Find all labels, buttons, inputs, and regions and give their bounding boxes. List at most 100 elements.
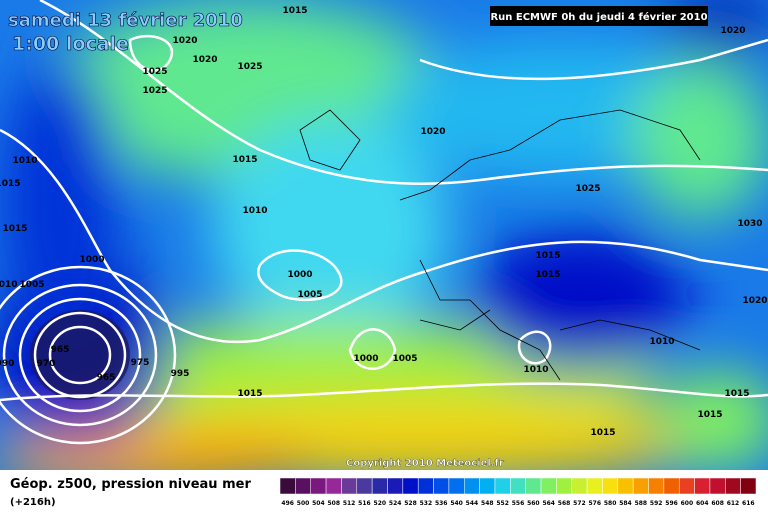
colorbar-swatch [571,477,588,495]
isobar-label: 1015 [535,270,560,280]
isobar-label: 1030 [737,219,762,229]
isobar-label: 1005 [297,290,322,300]
isobar-label: 990 [0,359,14,369]
isobar-label: 1015 [0,179,21,189]
colorbar-swatch [295,477,311,495]
isobar-label: 1015 [697,410,722,420]
geopotential-field [0,0,768,470]
colorbar-swatch [356,477,373,495]
isobar-label: 1015 [535,251,560,261]
isobar-label: 1020 [742,296,767,306]
colorbar-label: 556 [512,500,525,507]
colorbar-swatch [540,477,557,495]
isobar-label: 1015 [232,155,257,165]
isobar-label: 1015 [2,224,27,234]
colorbar-swatch [556,477,572,495]
colorbar-swatch [433,477,450,495]
colorbar-swatch [632,477,649,495]
colorbar-label: 604 [696,500,709,507]
colorbar: 496 500 504 508 512 516 520 524 528 532 536 540 544 5… [279,477,757,507]
run-box [490,6,708,26]
isobar-label: 1015 [237,389,262,399]
colorbar-swatch [371,477,388,495]
colorbar-label: 512 [343,500,356,507]
colorbar-swatch [740,477,757,495]
colorbar-swatch [310,477,327,495]
colorbar-label: 584 [619,500,632,507]
isobar-label: 1015 [282,6,307,16]
isobar-label: 1005 [392,354,417,364]
colorbar-label: 600 [681,500,694,507]
isobar-label: 1025 [575,184,600,194]
isobars [0,0,768,445]
isobar-label: 995 [171,369,190,379]
colorbar-label: 496 [281,500,294,507]
isobar-label: 1000 [353,354,378,364]
run-info: Run ECMWF 0h du jeudi 4 février 2010 [490,11,707,23]
colorbar-swatch [586,477,603,495]
colorbar-label: 540 [450,500,463,507]
isobar-label: 1010 [0,280,18,290]
isobar-label: 1015 [724,389,749,399]
isobar-label: 1005 [19,280,44,290]
colorbar-swatch [325,477,342,495]
colorbar-swatch [617,477,634,495]
colorbar-label: 548 [481,500,494,507]
colorbar-label: 536 [435,500,448,507]
date-title: samedi 13 février 2010 [8,10,243,31]
colorbar-swatch [725,477,741,495]
colorbar-swatch [602,477,619,495]
isobar-label: 1020 [172,36,197,46]
isobar-label: 1010 [12,156,37,166]
colorbar-label: 592 [650,500,663,507]
isobar-labels: 1015 1020 1020 1025 1025 1025 1010 1015 1015 1010… [0,6,768,438]
isobar-label: 1000 [287,270,312,280]
colorbar-label: 568 [558,500,571,507]
colorbar-swatch [663,477,680,495]
isobar-label: 965 [51,345,70,355]
colorbar-label: 580 [604,500,617,507]
isobar-label: 1010 [523,365,548,375]
isobar-label: 1020 [420,127,445,137]
colorbar-label: 544 [466,500,479,507]
colorbar-label: 532 [420,500,433,507]
footer-title: Géop. z500, pression niveau mer [10,477,251,492]
colorbar-label: 528 [404,500,417,507]
isobar-label: 1000 [79,255,104,265]
colorbar-swatch [341,477,358,495]
colorbar-label: 508 [327,500,340,507]
isobar-label: 1025 [142,86,167,96]
colorbar-swatch [678,477,695,495]
isobar-label: 965 [97,373,116,383]
colorbar-swatch [479,477,496,495]
colorbar-label: 500 [297,500,310,507]
isobar-label: 1015 [590,428,615,438]
isobar-label: 1025 [142,67,167,77]
colorbar-label: 524 [389,500,402,507]
colorbar-swatch [402,477,419,495]
colorbar-label: 588 [635,500,648,507]
isobar-label: 1025 [237,62,262,72]
colorbar-label: 576 [589,500,602,507]
isobar-label: 970 [37,359,56,369]
colorbar-swatch [525,477,542,495]
copyright: Copyright 2010 Meteociel.fr [346,458,504,469]
colorbar-label: 564 [542,500,555,507]
colorbar-label: 560 [527,500,540,507]
colorbar-label: 612 [727,500,740,507]
isobar-label: 1020 [720,26,745,36]
colorbar-swatch [694,477,711,495]
colorbar-swatch [464,477,480,495]
isobar-label: 1010 [242,206,267,216]
colorbar-swatch [709,477,726,495]
colorbar-swatch [417,477,434,495]
lead-time: (+216h) [10,497,56,508]
colorbar-swatch [387,477,404,495]
colorbar-label: 504 [312,500,325,507]
colorbar-label: 552 [496,500,509,507]
isobar-label: 975 [131,358,150,368]
isobar-label: 1020 [192,55,217,65]
colorbar-swatch [494,477,511,495]
colorbar-swatch [510,477,526,495]
